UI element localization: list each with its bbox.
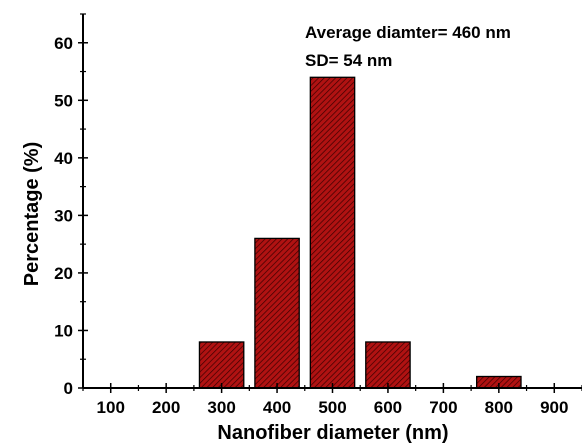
y-tick-label-60: 60: [54, 34, 73, 53]
x-axis-title: Nanofiber diameter (nm): [217, 422, 448, 443]
y-tick-label-20: 20: [54, 264, 73, 283]
y-tick-label-40: 40: [54, 149, 73, 168]
bar-300: [198, 341, 245, 389]
ticks-layer: 0 10 20 30 40 50 60 100 200 300 400 500 600 700 800 900: [54, 13, 582, 417]
x-tick-label-600: 600: [374, 398, 402, 417]
x-tick-label-900: 900: [540, 398, 568, 417]
bar-500: [309, 76, 356, 389]
x-tick-label-200: 200: [152, 398, 180, 417]
x-tick-label-100: 100: [97, 398, 125, 417]
x-tick-label-500: 500: [318, 398, 346, 417]
average-diameter-annotation: Average diamter= 460 nm: [305, 23, 511, 42]
bar-600: [365, 341, 411, 389]
y-axis-title: Percentage (%): [21, 142, 43, 287]
x-tick-label-300: 300: [207, 398, 235, 417]
y-tick-label-10: 10: [54, 321, 73, 340]
bar-400: [254, 237, 300, 389]
x-tick-label-800: 800: [485, 398, 513, 417]
bars-layer: [198, 76, 522, 389]
y-tick-label-0: 0: [64, 379, 73, 398]
y-tick-label-50: 50: [54, 91, 73, 110]
y-tick-label-30: 30: [54, 206, 73, 225]
x-tick-label-400: 400: [263, 398, 291, 417]
x-tick-label-700: 700: [429, 398, 457, 417]
sd-annotation: SD= 54 nm: [305, 51, 392, 70]
